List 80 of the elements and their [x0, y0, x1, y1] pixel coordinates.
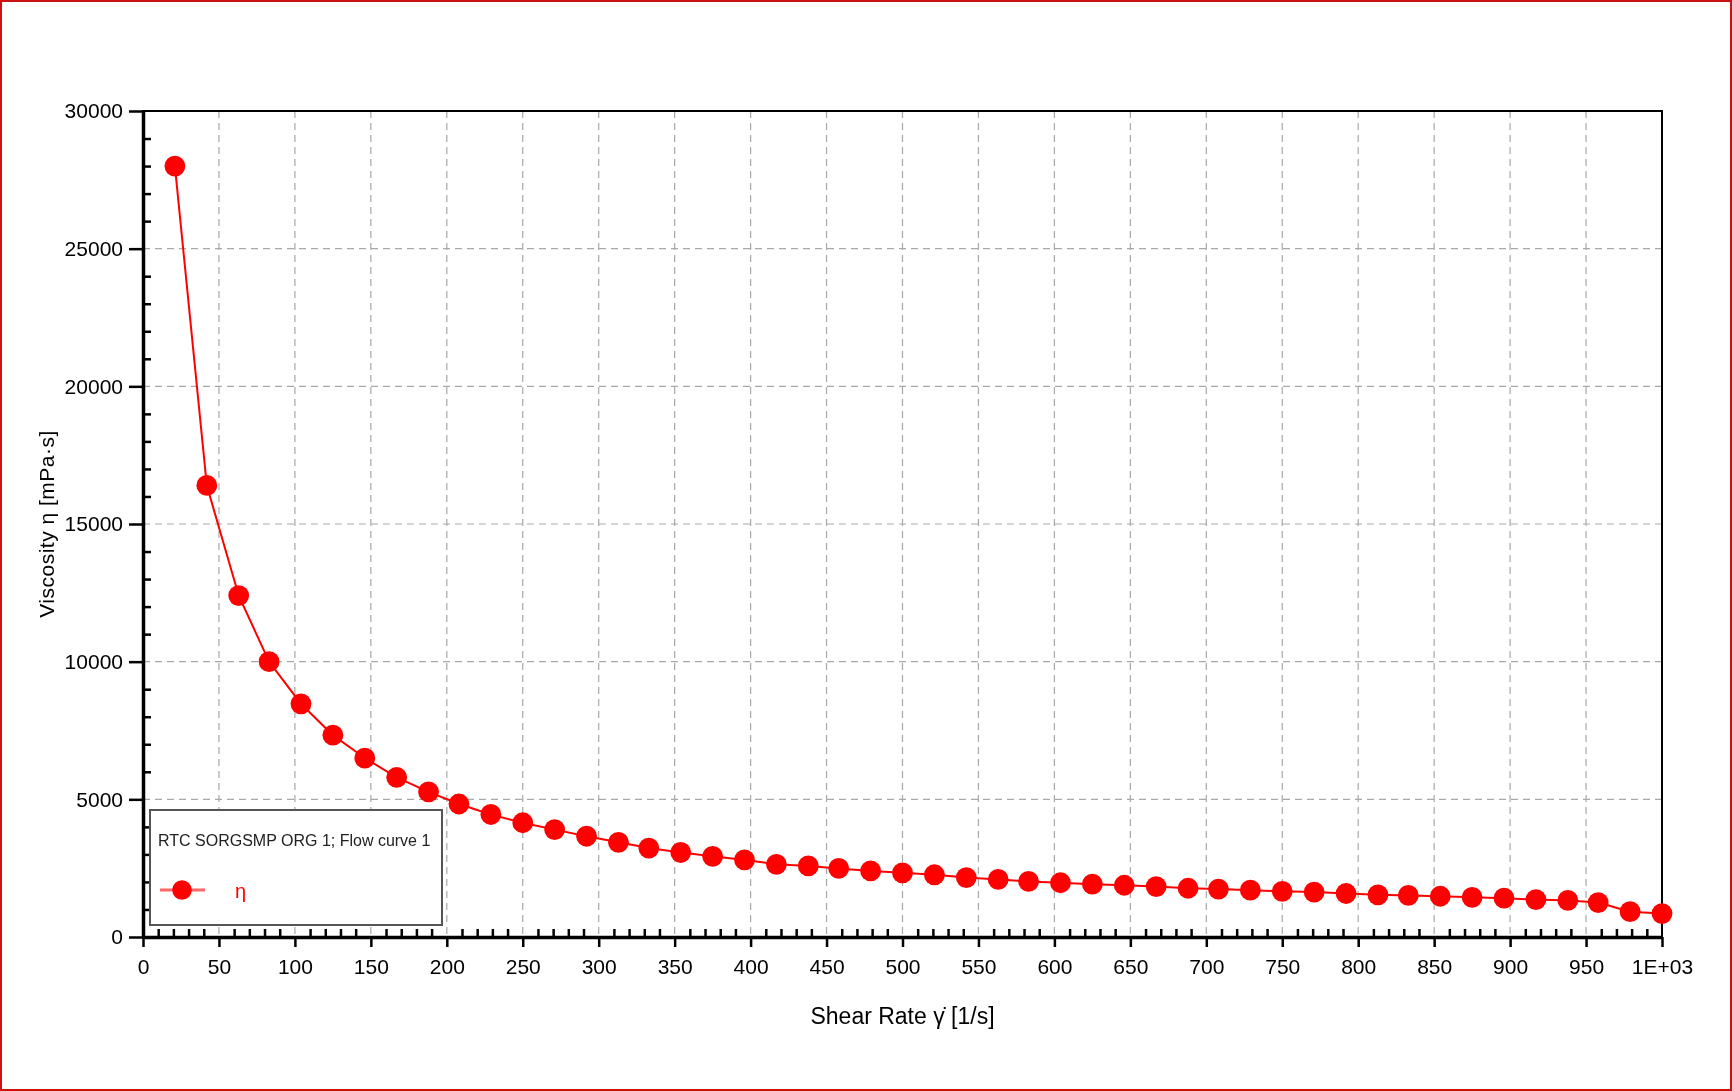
point: [608, 831, 629, 853]
x-tick-label: 900: [1493, 954, 1529, 978]
point: [1367, 884, 1389, 906]
point: [1050, 872, 1071, 894]
point: [797, 855, 819, 877]
point: [766, 853, 787, 875]
point: [196, 475, 218, 496]
point: [512, 812, 534, 834]
point: [290, 693, 312, 715]
point: [670, 842, 692, 863]
y-tick-label: 5000: [76, 787, 123, 811]
point: [228, 585, 250, 606]
point: [1619, 901, 1641, 923]
x-tick-label: 950: [1569, 954, 1605, 978]
x-tick-label: 50: [207, 954, 232, 978]
x-tick-label: 250: [505, 954, 541, 978]
legend-title: RTC SORGSMP ORG 1; Flow curve 1: [158, 832, 431, 849]
point: [1429, 885, 1451, 907]
legend-label: η: [235, 880, 247, 902]
y-axis-title: Viscosity η [mPa·s]: [35, 430, 58, 618]
x-tick-label: 200: [429, 954, 465, 978]
y-tick-label: 20000: [64, 374, 123, 398]
x-tick-label: 750: [1265, 954, 1301, 978]
x-tick-label: 600: [1037, 954, 1073, 978]
x-tick-label: 300: [581, 954, 617, 978]
point: [1525, 889, 1547, 910]
y-tick-label: 15000: [64, 512, 123, 536]
x-tick-label: 0: [137, 954, 150, 978]
point: [1397, 885, 1419, 906]
point: [1557, 890, 1579, 911]
x-tick-label: 500: [885, 954, 921, 978]
point: [828, 858, 850, 879]
point: [164, 155, 186, 177]
y-tick-label: 25000: [64, 236, 123, 260]
point: [1461, 886, 1483, 908]
point: [1145, 876, 1167, 897]
point: [987, 869, 1009, 890]
x-tick-label: 450: [809, 954, 845, 978]
point: [448, 793, 470, 815]
point: [1113, 874, 1135, 896]
point: [702, 845, 724, 867]
point: [1239, 879, 1261, 901]
point: [1208, 878, 1229, 900]
point: [1335, 883, 1357, 904]
point: [734, 849, 755, 871]
x-tick-label: 650: [1113, 954, 1149, 978]
x-tick-label: 350: [657, 954, 693, 978]
point: [955, 867, 977, 888]
point: [1081, 873, 1103, 895]
x-tick-label: 400: [733, 954, 769, 978]
x-tick-label: 100: [277, 954, 313, 978]
y-tick-label: 10000: [64, 649, 123, 673]
point: [638, 837, 660, 859]
point: [258, 651, 280, 673]
x-tick-label: 550: [961, 954, 997, 978]
y-tick-label: 30000: [64, 99, 123, 123]
point: [418, 781, 439, 803]
x-tick-label: 150: [353, 954, 389, 978]
point: [480, 804, 502, 825]
x-tick-label: 800: [1341, 954, 1377, 978]
x-tick-label: 850: [1417, 954, 1453, 978]
point: [1271, 880, 1293, 902]
x-tick-label: 700: [1189, 954, 1225, 978]
point: [1493, 887, 1515, 909]
x-axis-title: Shear Rate γ̇ [1/s]: [810, 1003, 995, 1029]
point: [860, 860, 881, 882]
point: [354, 747, 376, 769]
y-tick-label: 0: [111, 925, 123, 949]
point: [544, 819, 566, 840]
point: [924, 864, 945, 886]
point: [1587, 892, 1609, 913]
point: [1651, 903, 1673, 924]
x-tick-label: 1E+03: [1631, 954, 1694, 978]
point: [1018, 871, 1039, 892]
point: [322, 724, 344, 746]
point: [576, 825, 597, 847]
point: [1303, 881, 1325, 903]
point: [386, 766, 408, 788]
point: [1177, 877, 1199, 899]
point: [892, 862, 913, 884]
